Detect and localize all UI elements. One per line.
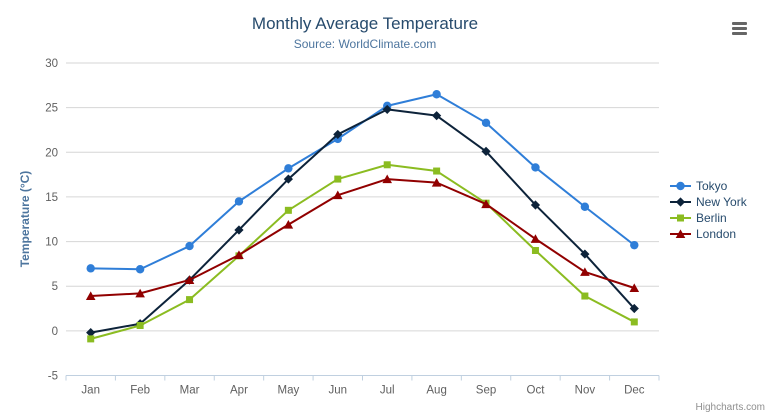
legend: Tokyo New York Berlin London — [670, 178, 747, 242]
series-new-york — [86, 104, 639, 338]
series-line-tokyo — [89, 93, 636, 271]
data-point-berlin[interactable] — [334, 175, 342, 183]
y-axis-label: 15 — [45, 192, 58, 204]
data-point-tokyo[interactable] — [580, 202, 590, 211]
data-point-london[interactable] — [431, 178, 442, 187]
data-point-berlin[interactable] — [630, 318, 638, 326]
data-point-london[interactable] — [85, 291, 96, 301]
series-line-berlin — [89, 163, 636, 340]
x-axis-label: Oct — [527, 385, 546, 397]
x-axis-label: Mar — [180, 385, 200, 397]
chart-title: Monthly Average Temperature — [251, 14, 479, 33]
legend-marker-triangle-icon — [670, 229, 691, 238]
legend-item-new-york[interactable]: New York — [670, 194, 747, 210]
data-point-new-york[interactable] — [234, 225, 244, 235]
data-point-london[interactable] — [481, 199, 491, 209]
series-tokyo — [86, 90, 639, 274]
data-point-berlin[interactable] — [136, 322, 144, 329]
data-point-new-york[interactable] — [580, 249, 590, 259]
legend-item-london[interactable]: London — [670, 226, 747, 242]
y-axis-label: 0 — [52, 326, 58, 338]
data-point-berlin[interactable] — [433, 167, 441, 175]
data-point-london[interactable] — [283, 220, 294, 229]
x-axis-label: Apr — [230, 385, 248, 397]
legend-marker-shape — [677, 214, 684, 222]
data-point-london[interactable] — [135, 288, 145, 298]
y-axis-label: 20 — [45, 147, 58, 159]
data-point-tokyo[interactable] — [86, 264, 95, 273]
legend-item-tokyo[interactable]: Tokyo — [670, 178, 747, 194]
x-axis-label: Jul — [380, 385, 395, 397]
data-point-london[interactable] — [332, 190, 343, 200]
data-point-tokyo[interactable] — [185, 241, 194, 251]
legend-marker-square-icon — [670, 214, 691, 222]
x-axis-label: Jun — [329, 385, 348, 397]
context-menu-button[interactable] — [732, 20, 748, 36]
y-axis-label: 5 — [52, 281, 58, 293]
data-point-new-york[interactable] — [432, 111, 442, 121]
x-axis-label: May — [278, 385, 300, 397]
series-line-london — [89, 178, 636, 298]
legend-marker-diamond-icon — [670, 197, 691, 207]
x-axis-label: Sep — [476, 385, 496, 397]
data-point-london[interactable] — [580, 267, 590, 276]
data-point-berlin[interactable] — [284, 206, 292, 214]
data-point-berlin[interactable] — [87, 335, 95, 343]
series-london — [85, 174, 640, 301]
data-point-new-york[interactable] — [530, 200, 541, 210]
data-point-london[interactable] — [629, 283, 640, 292]
y-axis-label: 25 — [45, 103, 58, 115]
legend-marker-circle-icon — [670, 181, 691, 191]
data-point-new-york[interactable] — [333, 129, 343, 140]
highcharts-credit-link[interactable]: Highcharts.com — [695, 402, 765, 413]
data-point-new-york[interactable] — [382, 104, 392, 115]
data-point-berlin[interactable] — [383, 161, 391, 169]
data-point-new-york[interactable] — [283, 174, 293, 184]
data-point-tokyo[interactable] — [481, 118, 491, 128]
legend-item-berlin[interactable]: Berlin — [670, 210, 747, 226]
legend-marker-shape — [675, 229, 686, 238]
data-point-tokyo[interactable] — [531, 163, 540, 172]
y-axis-label: -5 — [48, 371, 58, 383]
data-point-tokyo[interactable] — [630, 240, 639, 250]
data-point-new-york[interactable] — [629, 303, 639, 314]
x-axis-label: Nov — [575, 385, 596, 397]
y-axis-label: 10 — [45, 237, 58, 249]
data-point-london[interactable] — [530, 234, 541, 243]
x-axis-label: Jan — [81, 385, 100, 397]
data-point-new-york[interactable] — [481, 146, 491, 156]
series-line-new-york — [89, 108, 636, 334]
legend-label: Tokyo — [696, 179, 728, 193]
x-axis-label: Aug — [426, 385, 446, 397]
x-axis-label: Dec — [624, 385, 645, 397]
data-point-berlin[interactable] — [186, 296, 194, 304]
x-axis-label: Feb — [130, 385, 150, 397]
data-point-tokyo[interactable] — [135, 265, 145, 274]
legend-label: Berlin — [696, 211, 727, 225]
y-axis-label: 30 — [45, 58, 58, 70]
data-point-tokyo[interactable] — [234, 197, 244, 206]
legend-label: New York — [696, 195, 747, 209]
data-point-london[interactable] — [382, 174, 393, 184]
data-point-berlin[interactable] — [531, 247, 539, 254]
data-point-tokyo[interactable] — [284, 164, 293, 173]
legend-label: London — [696, 227, 737, 241]
legend-marker-shape — [675, 197, 686, 207]
data-point-berlin[interactable] — [581, 292, 589, 300]
chart-subtitle: Source: WorldClimate.com — [293, 37, 437, 51]
data-point-tokyo[interactable] — [432, 90, 441, 99]
data-point-london[interactable] — [184, 275, 195, 284]
legend-marker-shape — [676, 181, 685, 191]
data-point-new-york[interactable] — [86, 328, 96, 338]
data-point-london[interactable] — [234, 250, 244, 259]
